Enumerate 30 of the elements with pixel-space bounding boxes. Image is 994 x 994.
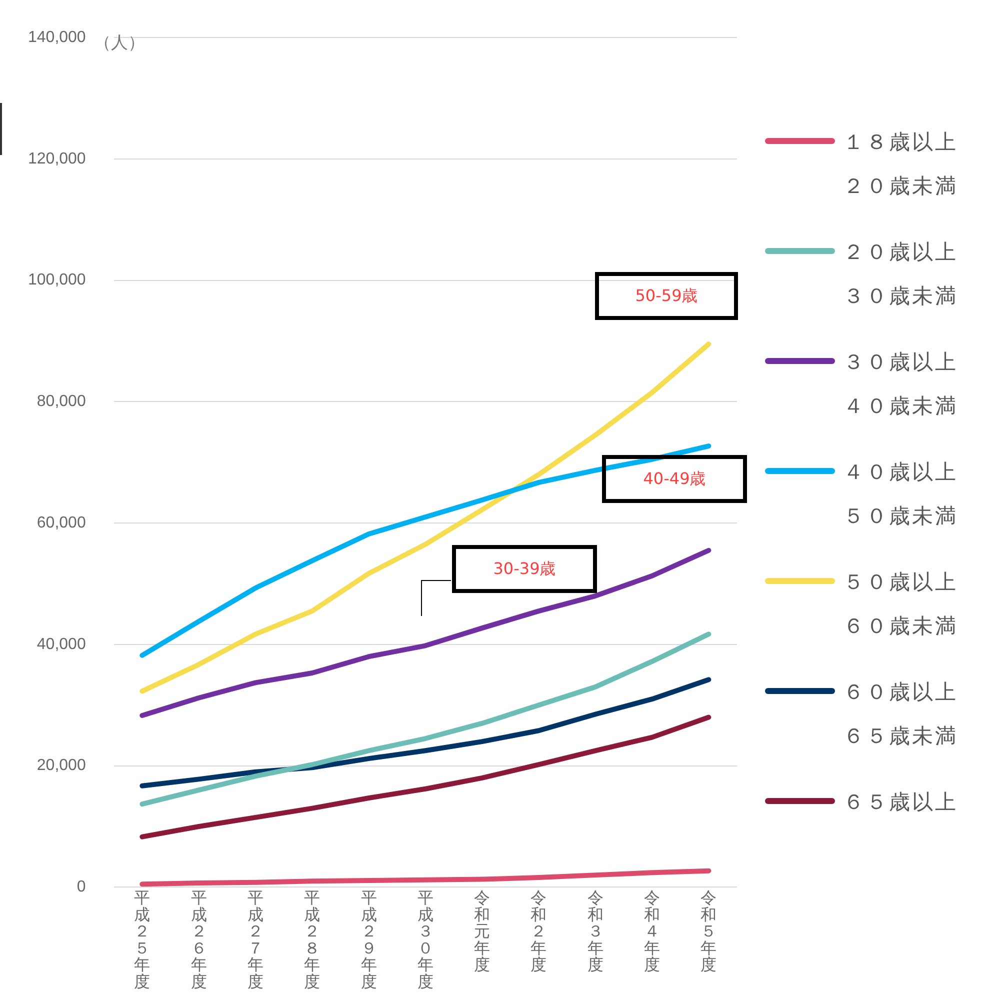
x-tick-label: 平成２６年度 [190, 890, 207, 992]
y-tick-label: 120,000 [28, 150, 86, 168]
annotation: 50-59歳 [595, 272, 738, 320]
x-tick-label: 平成２５年度 [134, 890, 150, 992]
legend-label: ２０歳以上３０歳未満 [843, 239, 959, 310]
legend-label: ４０歳以上５０歳未満 [843, 459, 959, 530]
y-tick-label: 40,000 [36, 636, 86, 653]
y-tick-label: 80,000 [36, 393, 86, 410]
x-tick-label: 令和５年度 [700, 890, 717, 974]
legend-label: ６５歳以上 [843, 789, 959, 816]
annotation: 30-39歳 [452, 545, 597, 593]
x-tick-label: 平成３０年度 [417, 890, 434, 992]
legend-label: ５０歳以上６０歳未満 [843, 569, 959, 640]
y-tick-label: 0 [76, 878, 86, 896]
x-tick-label: 令和元年度 [474, 890, 490, 974]
x-tick-label: 平成２７年度 [247, 890, 264, 992]
y-tick-label: 20,000 [36, 757, 86, 774]
y-axis-title: （人） [94, 33, 145, 54]
x-tick-label: 令和４年度 [644, 890, 660, 974]
legend-label: ３０歳以上４０歳未満 [843, 349, 959, 420]
legend-label: １８歳以上２０歳未満 [843, 129, 959, 200]
x-tick-label: 平成２８年度 [304, 890, 320, 992]
x-tick-label: 令和２年度 [530, 890, 547, 974]
annotation: 40-49歳 [602, 455, 747, 503]
x-tick-label: 平成２９年度 [360, 890, 377, 992]
y-tick-label: 60,000 [36, 514, 86, 532]
x-tick-label: 令和３年度 [587, 890, 604, 974]
y-tick-label: 140,000 [28, 29, 86, 46]
legend-label: ６０歳以上６５歳未満 [843, 679, 959, 750]
y-tick-label: 100,000 [28, 272, 86, 289]
